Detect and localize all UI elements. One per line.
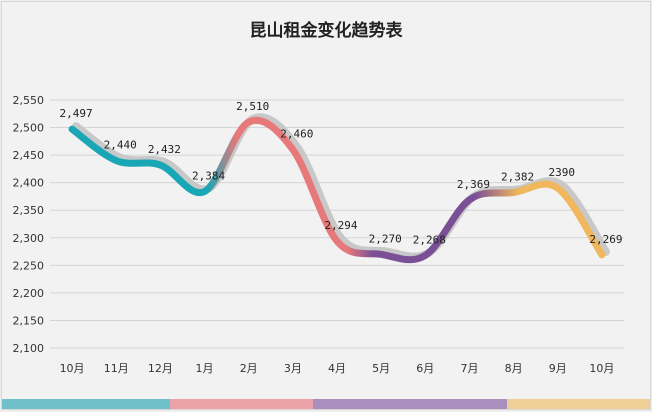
data-label: 2,369 (457, 178, 490, 191)
strip-teal (2, 399, 171, 409)
strip-purple (313, 399, 508, 409)
data-label: 2,269 (589, 233, 622, 246)
x-tick-label: 9月 (549, 362, 567, 375)
y-tick-label: 2,150 (13, 314, 45, 327)
y-tick-label: 2,250 (13, 259, 45, 272)
x-tick-label: 12月 (148, 362, 173, 375)
x-tick-label: 11月 (104, 362, 129, 375)
x-tick-label: 1月 (196, 362, 214, 375)
x-tick-label: 5月 (372, 362, 390, 375)
y-tick-label: 2,100 (13, 342, 45, 355)
data-label: 2,382 (501, 171, 534, 184)
series-line (68, 116, 606, 264)
y-tick-label: 2,200 (13, 287, 45, 300)
strip-yellow (507, 399, 650, 409)
y-tick-label: 2,350 (13, 204, 45, 217)
data-label: 2,497 (60, 107, 93, 120)
chart-title: 昆山租金变化趋势表 (249, 21, 403, 41)
data-label: 2,384 (192, 169, 225, 182)
data-label: 2,294 (324, 219, 357, 232)
data-label: 2,440 (104, 139, 137, 152)
data-label: 2,268 (413, 233, 446, 246)
x-tick-label: 4月 (328, 362, 346, 375)
y-tick-label: 2,550 (13, 94, 45, 107)
y-tick-label: 2,300 (13, 232, 45, 245)
x-tick-label: 7月 (460, 362, 478, 375)
y-tick-label: 2,500 (13, 122, 45, 135)
strip-pink (170, 399, 314, 409)
data-label: 2390 (549, 166, 576, 179)
data-label: 2,270 (369, 232, 402, 245)
x-tick-label: 10月 (60, 362, 85, 375)
x-tick-label: 3月 (284, 362, 302, 375)
y-tick-label: 2,400 (13, 177, 45, 190)
data-label: 2,510 (236, 100, 269, 113)
y-tick-label: 2,450 (13, 149, 45, 162)
x-tick-label: 10月 (589, 362, 614, 375)
x-tick-label: 2月 (240, 362, 258, 375)
x-tick-label: 8月 (505, 362, 523, 375)
data-label: 2,432 (148, 143, 181, 156)
data-label: 2,460 (280, 128, 313, 141)
x-tick-label: 6月 (416, 362, 434, 375)
decorative-color-strip (2, 399, 650, 409)
